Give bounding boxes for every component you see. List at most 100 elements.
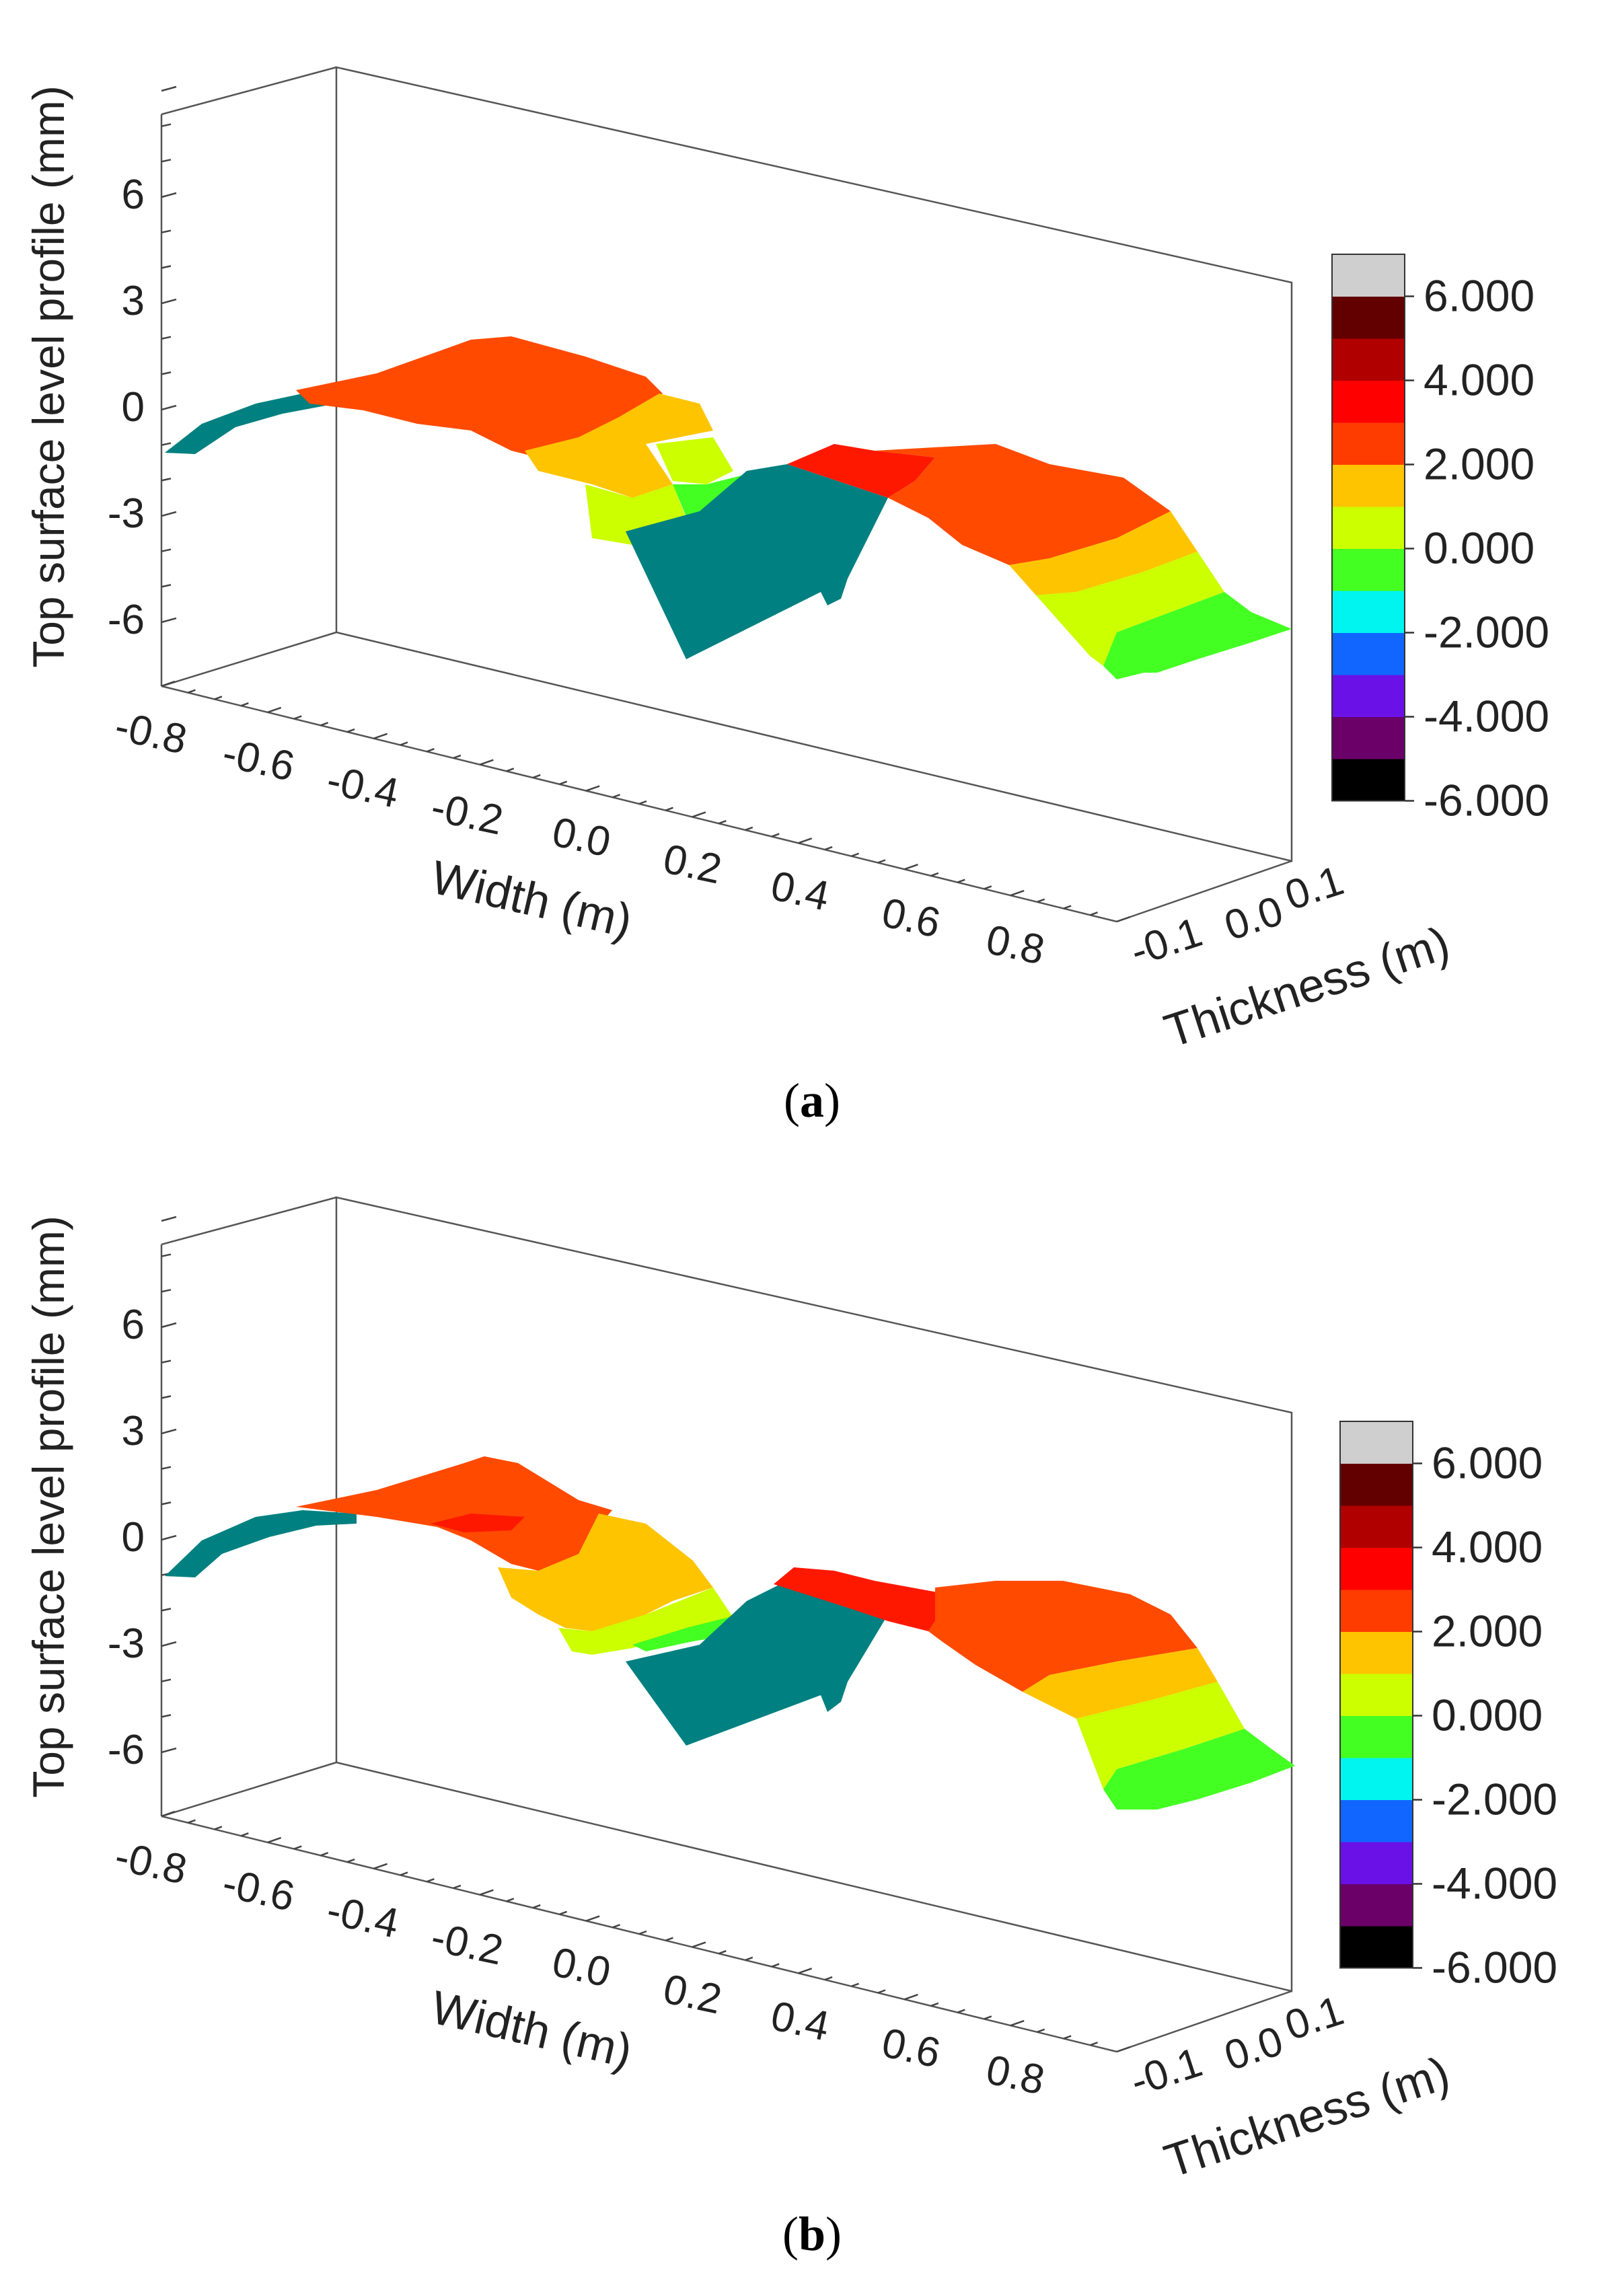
x-tick (904, 864, 918, 870)
x-tick (346, 1858, 355, 1863)
x-tick (240, 1832, 249, 1837)
x-tick (585, 1915, 600, 1922)
surface-orange-right-b (928, 1581, 1197, 1692)
colorbar-label: 4.000 (1432, 1522, 1543, 1572)
y-tick (161, 85, 177, 92)
surface-teal-valley-b (626, 1581, 888, 1746)
surface-teal-left-b (165, 1510, 357, 1577)
y-tick (161, 229, 172, 233)
panel-b: 6.000 4.000 2.000 0.000 -2.000 -4.000 -6.000 6… (24, 1196, 1557, 2261)
y-tick (161, 1714, 172, 1718)
x-tick (559, 780, 568, 786)
x-tick-label: -0.8 (111, 1833, 191, 1894)
colorbar-label: -6.000 (1424, 776, 1549, 825)
y-ticks-b (161, 1216, 177, 1754)
x-tick (1116, 2046, 1131, 2053)
x-tick-label: 0.6 (878, 2019, 945, 2077)
colorbar-label: -2.000 (1432, 1775, 1557, 1824)
x-tick (957, 879, 965, 883)
y-tick (161, 1359, 172, 1364)
colorbar-swatch (1332, 422, 1405, 465)
top-edge-a (161, 66, 337, 116)
surface-lime-b (558, 1588, 733, 1655)
surface-yellow-b (498, 1514, 713, 1631)
x-tick (320, 1852, 329, 1857)
x-tick (161, 680, 176, 687)
y-tick (161, 442, 172, 446)
x-tick (532, 1904, 541, 1909)
surface-orange-main-a (296, 336, 663, 457)
x-tick (293, 715, 302, 720)
x-tick (665, 807, 673, 811)
y-tick-label: -6 (108, 1727, 145, 1773)
y-tick (161, 1322, 177, 1329)
colorbar-swatch (1340, 1505, 1413, 1548)
y-tick (161, 1747, 177, 1754)
x-tick (373, 1863, 387, 1869)
x-axis-label-a: Width (m) (427, 850, 637, 947)
colorbar-swatch (1340, 1547, 1413, 1590)
x-tick (824, 846, 833, 851)
y-tick (161, 123, 172, 127)
y-tick-label: 0 (122, 384, 145, 431)
colorbar-swatch (1332, 591, 1405, 633)
x-tick-label: -0.8 (111, 703, 191, 763)
surface-yellow-a (525, 394, 713, 498)
x-ticks-b (161, 1810, 1131, 2053)
x-tick (559, 1910, 568, 1916)
y-tick (161, 159, 172, 163)
colorbar-label: 6.000 (1432, 1438, 1543, 1488)
y-tick (161, 478, 172, 482)
x-tick (984, 885, 992, 890)
surface-red-b (431, 1514, 525, 1532)
y-tick (161, 511, 177, 517)
x-tick (346, 728, 355, 733)
y-tick (161, 404, 177, 411)
colorbar-swatch (1340, 1421, 1413, 1464)
x-tick (293, 1845, 302, 1850)
x-tick (612, 794, 620, 798)
surface-orange-right-a (875, 444, 1171, 565)
y-tick (161, 192, 177, 198)
x-tick (745, 826, 753, 831)
y-tick (161, 265, 172, 269)
x-tick (267, 706, 282, 714)
colorbar-swatch (1340, 1799, 1413, 1842)
y-tick (161, 1501, 172, 1505)
colorbar-label: 4.000 (1424, 355, 1535, 405)
x-tick-label: 0.4 (767, 1992, 834, 2050)
y-tick (161, 1678, 172, 1682)
x-tick (400, 741, 408, 746)
surface-red-right-b (774, 1567, 949, 1631)
floor-right-b (1116, 1990, 1292, 2053)
colorbar-label: 2.000 (1432, 1606, 1543, 1656)
y-tick-label: 6 (122, 172, 145, 218)
x-tick (1037, 898, 1045, 903)
colorbar-swatch (1340, 1715, 1413, 1758)
x-tick (877, 1989, 886, 1994)
colorbar-label: 2.000 (1424, 439, 1535, 489)
x-tick (1063, 905, 1072, 909)
z-tick-label: 0.1 (1280, 857, 1349, 919)
y-tick-labels-b: 6 3 0 -3 -6 (108, 1302, 145, 1773)
surface-green-right-a (1103, 592, 1292, 679)
y-tick (161, 298, 177, 305)
x-tick (930, 872, 939, 877)
y-tick-labels-a: 6 3 0 -3 -6 (108, 172, 145, 643)
colorbar-label: -4.000 (1424, 692, 1549, 741)
colorbar-swatch (1332, 380, 1405, 423)
colorbar-label: -4.000 (1432, 1859, 1557, 1908)
x-tick (718, 1949, 727, 1955)
colorbar-frame (1339, 1421, 1413, 1969)
x-tick (851, 852, 859, 857)
colorbar-swatch (1332, 632, 1405, 675)
x-tick-label: 0.2 (659, 835, 726, 893)
x-tick (453, 754, 462, 759)
surface-red-right-a (787, 444, 935, 498)
x-tick (506, 1898, 515, 1902)
z-tick-label: 0.1 (1280, 1987, 1349, 2049)
surface-lime-right-a (656, 437, 733, 484)
x-tick-label: -0.6 (219, 1860, 299, 1920)
y-tick-label: -6 (108, 597, 145, 643)
